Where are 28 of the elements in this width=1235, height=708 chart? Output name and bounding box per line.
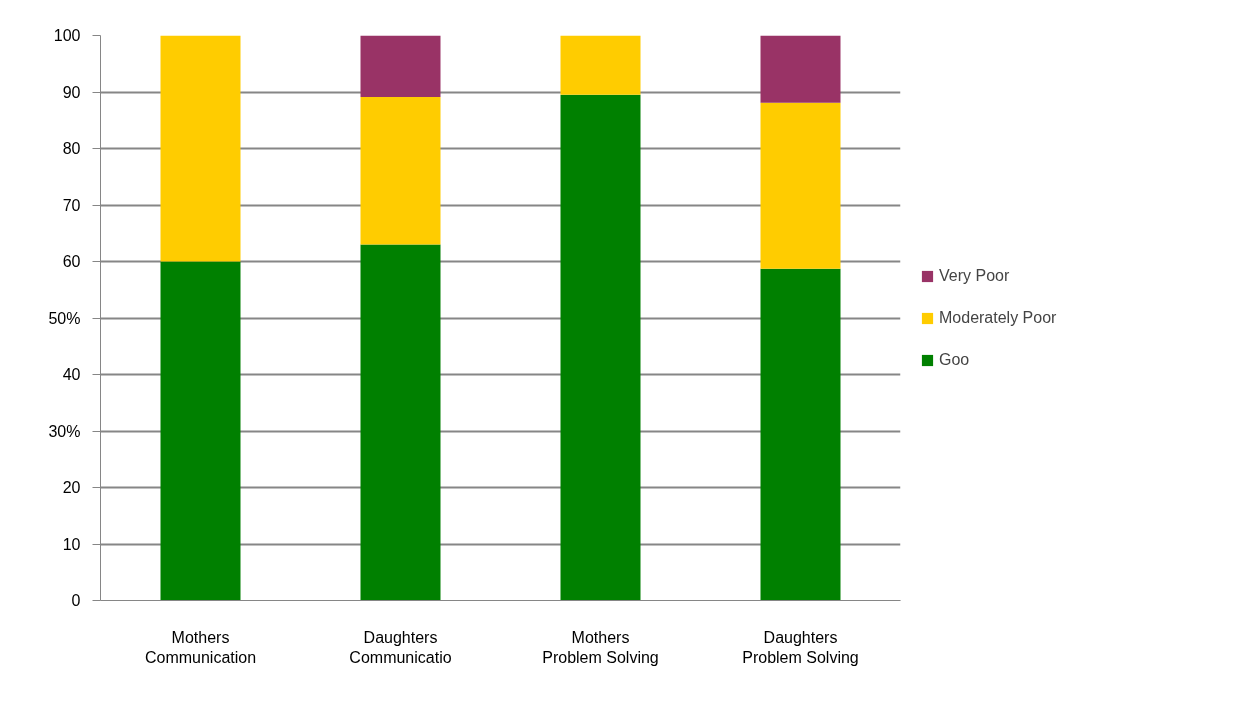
y-tick-label: 40 <box>62 366 81 383</box>
x-tick-label: Daughters Problem Solving <box>742 628 859 666</box>
legend-label: Very Poor <box>939 266 1010 285</box>
x-tick-label: Mothers Problem Solving <box>542 628 659 666</box>
y-tick-label: 50% <box>48 309 81 327</box>
bar <box>360 97 441 245</box>
x-tick-label: Daughters Communicatio <box>349 628 452 666</box>
bar <box>360 35 441 98</box>
bar <box>760 102 841 269</box>
bar <box>560 35 641 95</box>
y-tick-label: 80 <box>62 140 81 157</box>
legend-label: Goo <box>939 350 970 369</box>
x-tick-label: Mothers Communication <box>144 628 257 666</box>
y-tick-label: 100 <box>53 27 81 44</box>
bar <box>360 244 441 601</box>
bar <box>160 35 241 262</box>
y-tick-label: 10 <box>62 535 81 553</box>
y-tick-label: 0 <box>71 592 81 609</box>
y-tick-label: 30% <box>48 422 81 440</box>
y-tick-label: 90 <box>62 83 81 101</box>
bar <box>560 94 641 601</box>
bar <box>760 35 841 103</box>
y-tick-label: 60 <box>62 253 81 270</box>
y-tick-label: 70 <box>62 196 81 214</box>
legend-label: Moderately Poor <box>939 308 1057 327</box>
bar <box>160 261 241 601</box>
y-tick-label: 20 <box>62 479 81 496</box>
bar <box>760 268 841 601</box>
